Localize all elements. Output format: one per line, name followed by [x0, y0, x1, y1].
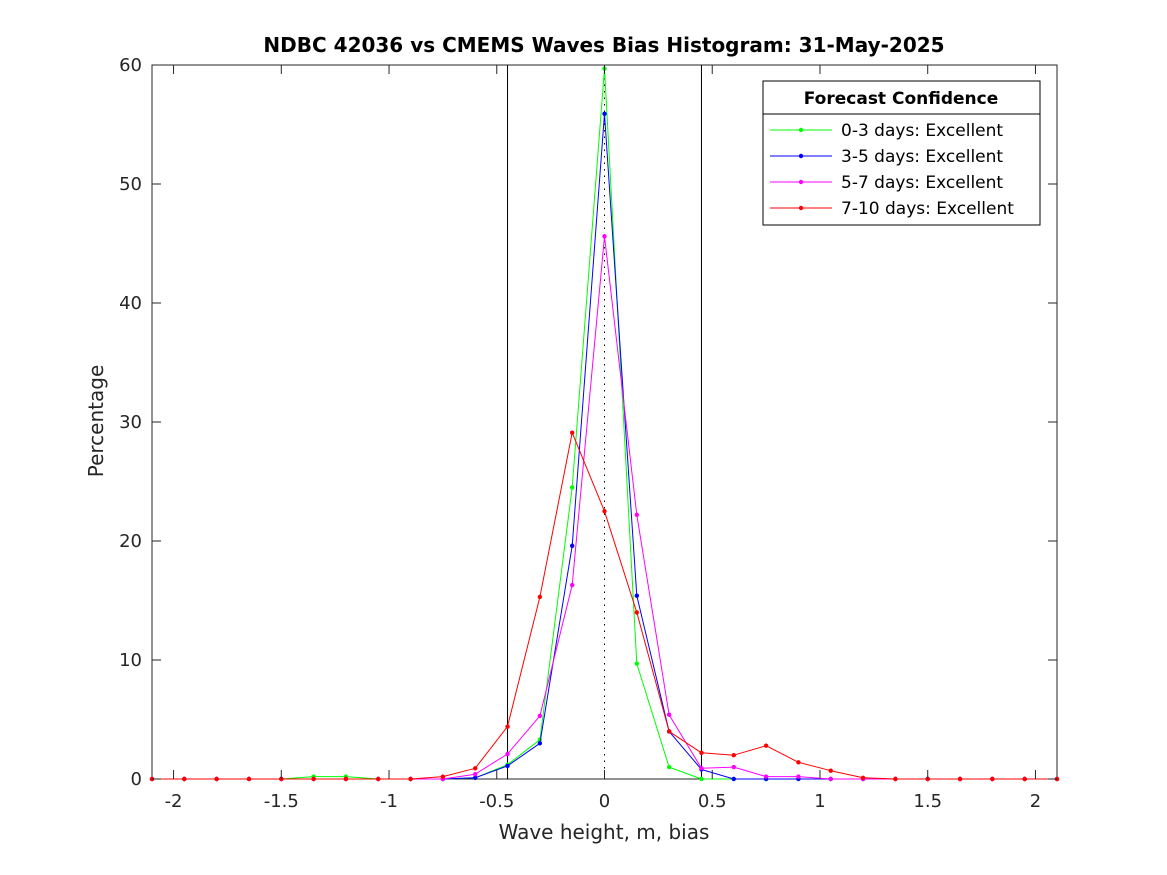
data-point	[569, 582, 575, 588]
data-point	[376, 776, 381, 782]
data-point	[408, 776, 413, 782]
legend: Forecast Confidence 0-3 days: Excellent 3…	[762, 80, 1041, 226]
data-point	[537, 594, 543, 600]
data-point	[796, 760, 801, 765]
data-point	[569, 485, 575, 490]
legend-box	[762, 80, 1041, 226]
data-point	[796, 774, 801, 779]
data-point	[246, 776, 252, 782]
data-point	[473, 772, 478, 777]
data-point	[602, 111, 607, 116]
data-point	[731, 764, 736, 770]
data-point	[602, 234, 607, 239]
legend-entry-label: 0-3 days: Excellent	[841, 121, 1003, 141]
y-tick-label: 20	[119, 531, 142, 552]
data-point	[569, 543, 575, 548]
y-tick-label: 30	[119, 412, 142, 433]
y-tick-label: 50	[119, 174, 142, 195]
x-tick-label: 0	[599, 791, 610, 812]
y-tick-label: 40	[119, 293, 142, 314]
data-point	[860, 775, 866, 781]
legend-marker	[798, 153, 804, 159]
x-tick-label: -1	[380, 791, 398, 812]
data-point	[1022, 776, 1027, 782]
data-point	[699, 766, 704, 771]
data-point	[602, 509, 607, 514]
data-point	[634, 593, 640, 598]
y-tick-label: 0	[131, 769, 142, 790]
legend-marker	[798, 179, 804, 185]
x-tick-label: 2	[1030, 791, 1041, 812]
data-point	[666, 712, 672, 717]
data-point	[311, 776, 316, 782]
y-tick-label: 10	[119, 650, 142, 671]
data-point	[957, 776, 963, 782]
data-point	[893, 776, 898, 782]
data-point	[763, 774, 769, 779]
data-point	[634, 610, 640, 615]
data-point	[505, 763, 510, 769]
data-point	[699, 750, 704, 756]
legend-title: Forecast Confidence	[804, 89, 999, 109]
data-point	[731, 753, 736, 758]
data-point	[634, 512, 640, 518]
data-point	[990, 776, 995, 782]
x-tick-label: 1.5	[913, 791, 942, 812]
chart-title: NDBC 42036 vs CMEMS Waves Bias Histogram…	[263, 33, 944, 57]
legend-marker	[798, 205, 804, 211]
data-point	[634, 661, 640, 666]
data-point	[666, 729, 672, 734]
x-axis-label: Wave height, m, bias	[499, 820, 710, 844]
data-point	[763, 743, 769, 748]
x-axis: -2 -1.5 -1 -0.5 0 0.5 1 1.5 2	[165, 65, 1041, 812]
data-point	[569, 430, 575, 435]
data-point	[537, 713, 543, 719]
plot-area	[149, 64, 1060, 782]
data-point	[699, 776, 704, 782]
legend-entry-label: 7-10 days: Excellent	[841, 199, 1014, 219]
data-point	[182, 776, 187, 782]
y-axis-label: Percentage	[84, 365, 108, 478]
data-point	[343, 776, 349, 782]
data-point	[505, 724, 510, 729]
data-point	[473, 775, 478, 781]
data-point	[537, 741, 543, 746]
x-tick-label: -0.5	[479, 791, 514, 812]
legend-entry-label: 3-5 days: Excellent	[841, 147, 1003, 167]
data-point	[505, 751, 510, 757]
x-tick-label: 1	[814, 791, 825, 812]
x-tick-label: 0.5	[698, 791, 727, 812]
data-point	[214, 776, 219, 782]
legend-entry-label: 5-7 days: Excellent	[841, 173, 1003, 193]
data-point	[828, 776, 833, 782]
legend-marker	[798, 127, 804, 133]
y-tick-label: 60	[119, 55, 142, 76]
data-point	[731, 776, 736, 782]
data-point	[440, 774, 446, 779]
data-point	[828, 768, 833, 773]
x-tick-label: -1.5	[264, 791, 299, 812]
y-axis: 0 10 20 30 40 50 60	[119, 55, 1057, 790]
x-tick-label: -2	[165, 791, 183, 812]
data-point	[666, 764, 672, 770]
data-point	[473, 766, 478, 771]
